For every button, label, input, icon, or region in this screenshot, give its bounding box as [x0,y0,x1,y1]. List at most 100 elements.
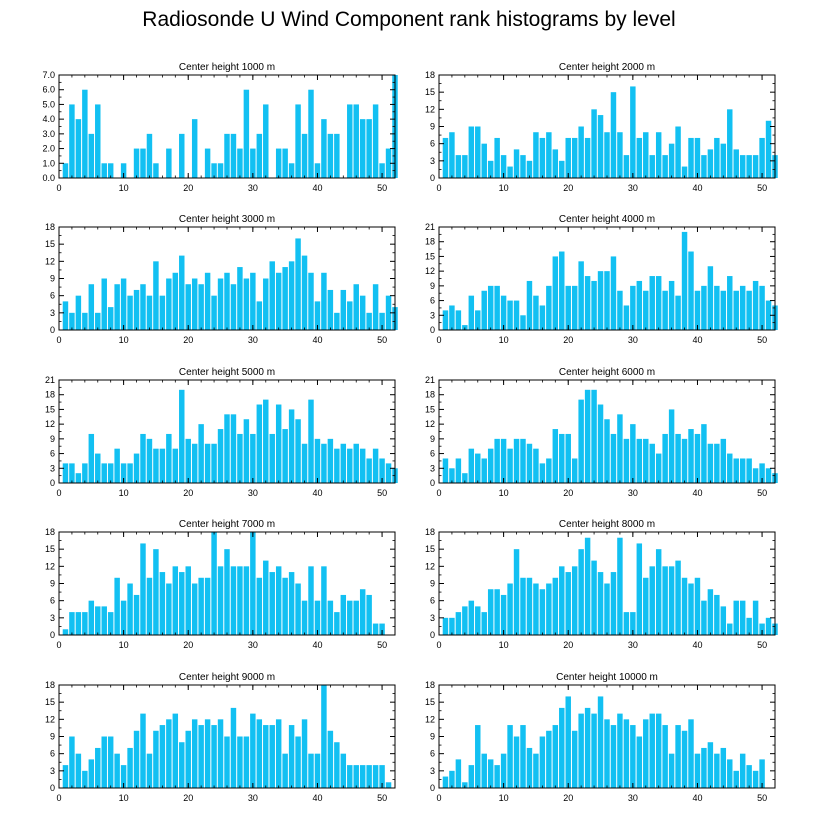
y-tick-label: 15 [425,697,435,707]
histogram-bar [140,284,146,330]
histogram-bar [442,137,449,178]
histogram-bar [597,271,604,330]
histogram-bar [571,137,578,178]
histogram-bar [275,272,282,330]
x-tick-label: 10 [119,183,129,193]
histogram-bar [321,685,327,788]
histogram-bar [263,278,269,330]
histogram-bar [101,163,107,178]
x-tick-label: 50 [377,488,387,498]
histogram-bar [636,543,643,635]
histogram-panel: Center height 4000 m 0 10 20 30 40 50 0 3 6 9 12 15 1… [425,214,778,345]
histogram-bar [720,747,727,788]
histogram-bar [127,295,133,330]
histogram-bar [643,438,649,483]
histogram-bar [256,404,263,483]
y-tick-label: 6 [50,596,55,606]
y-tick-label: 9 [430,732,435,742]
y-tick-label: 15 [45,404,55,414]
histogram-bar [707,149,714,178]
x-tick-label: 50 [757,183,767,193]
histogram-bar [759,623,765,635]
panel-title: Center height 5000 m [179,367,275,378]
histogram-bar [334,612,340,635]
histogram-bar [759,285,765,330]
histogram-bar [668,753,675,788]
histogram-bar [359,589,366,635]
histogram-bar [617,132,623,178]
histogram-bar [308,753,314,788]
y-tick-label: 6 [50,291,55,301]
histogram-bar [520,725,526,788]
histogram-bar [475,310,481,330]
histogram-bar [275,404,282,483]
histogram-bar [468,765,475,788]
histogram-bar [759,137,765,178]
histogram-bar [82,463,88,483]
histogram-bar [668,409,675,483]
histogram-bar [662,155,668,178]
histogram-bar [526,443,533,483]
histogram-bar [617,537,623,635]
y-tick-label: 7.0 [42,70,55,80]
y-tick-label: 9 [50,434,55,444]
histogram-bar [185,566,191,635]
histogram-bar [166,583,172,635]
histogram-bar [263,725,269,788]
histogram-bar [481,612,487,635]
histogram-bar [487,160,494,178]
histogram-bar [604,271,610,330]
histogram-bar [520,577,526,635]
histogram-bar [643,577,649,635]
histogram-bar [301,600,308,635]
histogram-bar [526,280,533,330]
histogram-bar [211,163,217,178]
x-tick-label: 20 [563,488,573,498]
histogram-bar [604,719,610,788]
histogram-bar [481,143,487,178]
histogram-panel: Center height 8000 m 0 10 20 30 40 50 0 3 6 9 12 15 1… [425,519,778,650]
histogram-bar [204,272,211,330]
histogram-bar [636,736,643,788]
histogram-bar [701,424,707,483]
histogram-bar [282,267,288,330]
histogram-bar [321,119,327,178]
x-tick-label: 10 [119,793,129,803]
histogram-bar [140,713,146,788]
histogram-bar [707,589,714,635]
histogram-bar [668,280,675,330]
histogram-bar [565,696,571,788]
histogram-bar [372,765,379,788]
histogram-bar [114,577,120,635]
histogram-bar [353,104,359,178]
histogram-bar [520,438,526,483]
histogram-bar [250,272,256,330]
x-tick-label: 30 [248,335,258,345]
y-tick-label: 0 [50,783,55,793]
histogram-bar [133,730,140,788]
histogram-bar [610,256,617,330]
x-tick-label: 50 [377,183,387,193]
histogram-bar [269,572,275,635]
histogram-bar [688,251,694,330]
histogram-bar [191,583,198,635]
histogram-bar [546,730,552,788]
histogram-bar [578,549,584,635]
histogram-bar [172,272,179,330]
histogram-bar [256,577,263,635]
histogram-bar [442,776,449,788]
histogram-bar [282,148,288,178]
histogram-bar [739,458,746,483]
histogram-bar [211,295,217,330]
y-tick-label: 6.0 [42,85,55,95]
histogram-panel: Center height 9000 m 0 10 20 30 40 50 0 3 6 9 12 15 1… [45,672,396,803]
x-tick-label: 40 [692,640,702,650]
y-tick-label: 3 [430,463,435,473]
histogram-bar [308,89,314,178]
histogram-bar [526,747,533,788]
x-tick-label: 30 [628,335,638,345]
histogram-bar [353,284,359,330]
x-tick-label: 20 [183,793,193,803]
histogram-bar [166,278,172,330]
histogram-bar [347,301,353,330]
